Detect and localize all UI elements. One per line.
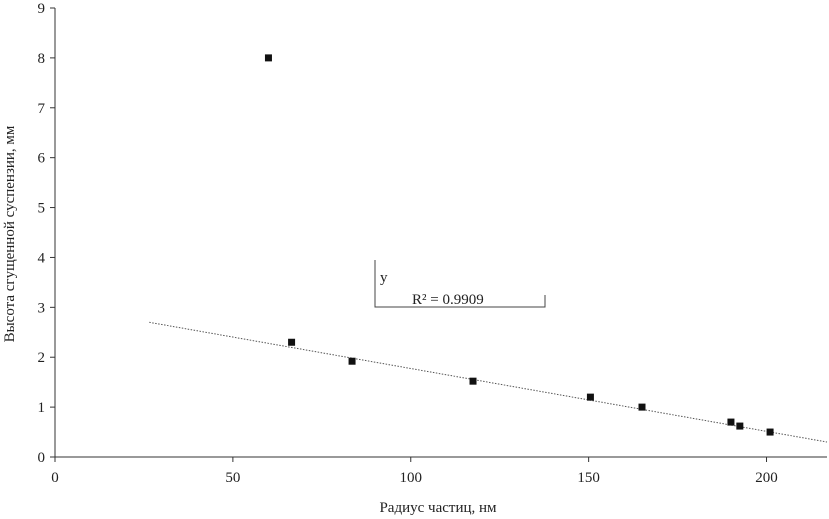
y-axis-ticks: 0 1 2 3 4 5 6 7 8 9 [38,1,55,466]
data-point [727,418,735,426]
y-tick-label: 4 [38,250,46,266]
y-tick-label: 8 [38,51,46,67]
y-axis-label: Высота сгущенной суспензии, мм [2,125,18,342]
data-points [264,54,774,436]
equation-line-2: R² = 0.9909 [412,292,484,308]
equation-line-1: y [380,270,388,286]
x-axis-ticks: 0 50 100 150 200 [51,457,778,486]
equation-box-frame [374,260,546,308]
y-tick-label: 1 [38,400,46,416]
trendline-equation-box: y R² = 0.9909 [374,260,546,308]
data-point [586,393,594,401]
x-tick-label: 150 [577,470,600,486]
plot-area: 0 1 2 3 4 5 6 7 8 9 0 50 100 150 200 y R² = 0.9909 [38,1,828,486]
trendline [149,321,828,443]
data-point [288,338,296,346]
x-tick-label: 50 [225,470,240,486]
data-point [264,54,272,62]
y-tick-label: 7 [38,101,46,117]
x-tick-label: 100 [400,470,423,486]
data-point [469,377,477,385]
y-tick-label: 5 [38,201,46,217]
data-point [766,428,774,436]
y-tick-label: 0 [38,450,46,466]
y-tick-label: 9 [38,1,46,17]
data-point [638,403,646,411]
y-tick-label: 3 [38,300,46,316]
data-point [736,422,744,430]
x-tick-label: 200 [755,470,778,486]
x-axis-label: Радиус частиц, нм [379,500,497,516]
y-tick-label: 2 [38,350,46,366]
data-point [348,357,356,365]
y-tick-label: 6 [38,151,46,167]
x-tick-label: 0 [51,470,59,486]
